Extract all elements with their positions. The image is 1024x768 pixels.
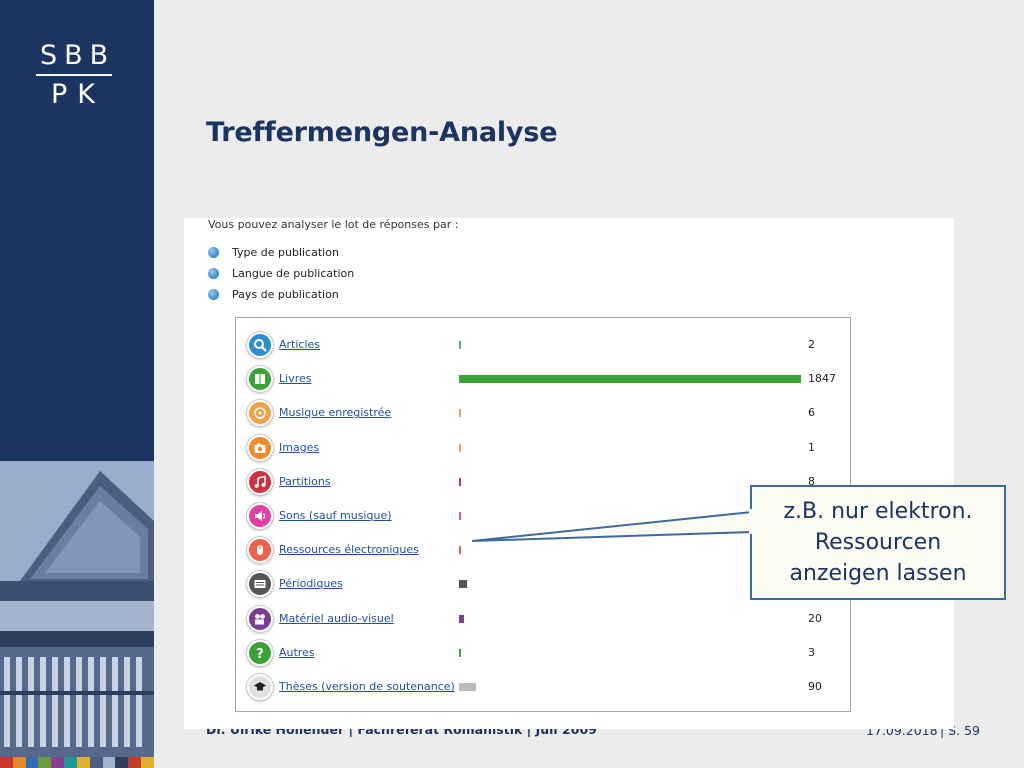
option-label: Pays de publication [232, 287, 339, 301]
result-count-bar [459, 648, 461, 657]
result-count-bar [459, 614, 464, 623]
callout-text: z.B. nur elektron. Ressourcen anzeigen l… [783, 499, 973, 586]
result-row: Articles 2 [236, 328, 850, 362]
newspaper-icon [247, 571, 273, 598]
result-link[interactable]: Partitions [279, 474, 331, 488]
result-row: Ressources électroniques [236, 533, 850, 567]
result-count: 6 [808, 406, 815, 420]
result-count: 90 [808, 680, 822, 693]
result-count: 1847 [808, 372, 836, 386]
result-count: 2 [808, 338, 815, 351]
music-note-icon [247, 468, 273, 495]
result-link[interactable]: Articles [279, 338, 321, 351]
magnifier-icon [247, 332, 273, 358]
bullet-icon [208, 288, 219, 300]
result-link[interactable]: Images [279, 440, 320, 454]
result-link[interactable]: Ressources électroniques [279, 543, 419, 557]
result-row: Thèses (version de soutenance) 90 [236, 670, 850, 704]
result-row: Images 1 [236, 431, 850, 465]
logo-top-text: SBB [40, 40, 116, 71]
result-row: Livres 1847 [236, 362, 850, 396]
result-row: Sons (sauf musique) [236, 499, 850, 533]
result-link[interactable]: Autres [279, 645, 315, 659]
library-building-photo [0, 461, 154, 757]
disc-icon [247, 400, 273, 427]
book-icon [247, 366, 273, 393]
option-publication-country[interactable]: Pays de publication [208, 286, 339, 302]
speaker-icon [247, 503, 273, 529]
result-count-bar [459, 580, 467, 589]
result-count: 3 [808, 645, 815, 659]
result-link[interactable]: Livres [279, 372, 312, 386]
bullet-icon [208, 267, 219, 279]
camera-icon [247, 434, 273, 461]
result-link[interactable]: Musique enregistrée [279, 406, 392, 420]
option-publication-language[interactable]: Langue de publication [208, 265, 354, 281]
logo-bottom-text: PK [51, 79, 105, 110]
slide-title: Treffermengen-Analyse [206, 117, 558, 148]
projector-icon [247, 605, 273, 632]
annotation-callout: z.B. nur elektron. Ressourcen anzeigen l… [750, 485, 1006, 600]
result-row: ? Autres 3 [236, 636, 850, 670]
option-publication-type[interactable]: Type de publication [208, 244, 339, 260]
mouse-icon [247, 537, 273, 564]
svg-text:?: ? [256, 647, 264, 660]
question-icon: ? [247, 639, 273, 666]
result-count-bar [459, 443, 461, 452]
result-count-bar [459, 546, 461, 555]
result-row: Périodiques [236, 567, 850, 601]
result-count: 1 [808, 440, 815, 454]
result-link[interactable]: Périodiques [279, 577, 343, 591]
result-row: Musique enregistrée 6 [236, 396, 850, 430]
results-analysis-panel: Vous pouvez analyser le lot de réponses … [184, 218, 954, 729]
option-label: Langue de publication [232, 266, 355, 280]
result-link[interactable]: Thèses (version de soutenance) [279, 680, 455, 693]
result-row: Partitions 8 [236, 465, 850, 499]
analysis-intro-text: Vous pouvez analyser le lot de réponses … [208, 218, 459, 231]
result-link[interactable]: Matériel audio-visuel [279, 611, 394, 625]
result-row: Matériel audio-visuel 20 [236, 602, 850, 636]
result-count-bar [459, 375, 801, 384]
option-label: Type de publication [232, 245, 339, 259]
result-count-bar [459, 341, 461, 349]
result-count: 20 [808, 611, 822, 625]
result-count-bar [459, 512, 461, 520]
result-count-bar [459, 683, 476, 691]
result-count: 8 [808, 474, 815, 488]
bullet-icon [208, 246, 219, 258]
sidebar: SBB PK [0, 0, 154, 768]
logo-divider [36, 74, 112, 76]
graduation-cap-icon [247, 674, 273, 700]
sbb-pk-logo: SBB PK [34, 40, 114, 110]
result-link[interactable]: Sons (sauf musique) [279, 509, 392, 522]
color-strip [0, 757, 154, 768]
result-count-bar [459, 409, 461, 418]
result-count-bar [459, 477, 461, 486]
